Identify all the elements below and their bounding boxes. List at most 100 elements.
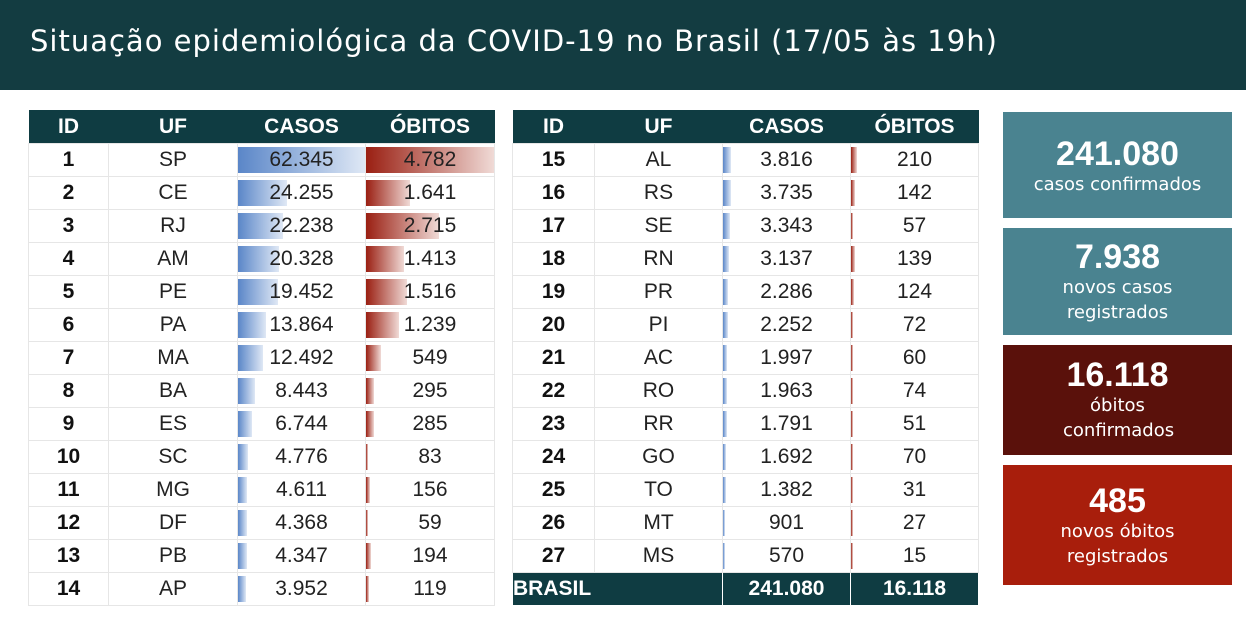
cell-obitos: 285 bbox=[365, 407, 495, 441]
table-row: 19 PR 2.286 124 bbox=[512, 275, 979, 309]
cases-data-bar bbox=[238, 510, 247, 536]
table-row: 11 MG 4.611 156 bbox=[28, 473, 495, 507]
deaths-data-bar bbox=[366, 378, 374, 404]
cell-obitos-value: 1.239 bbox=[403, 313, 457, 336]
header-id: ID bbox=[512, 110, 595, 144]
table-header: ID UF CASOS ÓBITOS bbox=[512, 110, 979, 144]
cell-casos-value: 12.492 bbox=[269, 346, 334, 369]
cases-data-bar bbox=[723, 246, 730, 272]
cell-obitos: 139 bbox=[850, 242, 979, 276]
cases-data-bar bbox=[723, 411, 727, 437]
cases-data-bar bbox=[723, 543, 725, 569]
cell-uf-value: SE bbox=[644, 214, 673, 237]
cell-uf-value: GO bbox=[642, 445, 675, 468]
card-total-deaths: 16.118 óbitos confirmados bbox=[1003, 345, 1232, 455]
cell-id: 2 bbox=[28, 176, 109, 210]
cell-obitos-value: 194 bbox=[412, 544, 448, 567]
cell-id-value: 16 bbox=[541, 181, 566, 204]
cell-uf: TO bbox=[594, 473, 723, 507]
cell-obitos-value: 15 bbox=[902, 544, 927, 567]
cell-obitos: 60 bbox=[850, 341, 979, 375]
cell-obitos-value: 142 bbox=[896, 181, 933, 204]
cell-id-value: 22 bbox=[541, 379, 566, 402]
cell-id: 8 bbox=[28, 374, 109, 408]
header-id: ID bbox=[28, 110, 109, 144]
cell-id-value: 6 bbox=[62, 313, 75, 336]
cell-uf: RR bbox=[594, 407, 723, 441]
cell-casos-value: 1.791 bbox=[760, 412, 813, 435]
cell-casos: 570 bbox=[722, 539, 851, 573]
cell-uf: AP bbox=[108, 572, 238, 606]
cell-id-value: 5 bbox=[62, 280, 75, 303]
deaths-data-bar bbox=[366, 444, 369, 470]
cell-id-value: 13 bbox=[56, 544, 81, 567]
cell-id: 20 bbox=[512, 308, 595, 342]
deaths-data-bar bbox=[851, 378, 853, 404]
cell-obitos-value: 156 bbox=[412, 478, 448, 501]
cell-obitos-value: 295 bbox=[412, 379, 448, 402]
cell-uf: PB bbox=[108, 539, 238, 573]
cell-obitos: 1.239 bbox=[365, 308, 495, 342]
cell-obitos: 1.516 bbox=[365, 275, 495, 309]
cell-casos: 2.286 bbox=[722, 275, 851, 309]
cell-uf-value: AL bbox=[645, 148, 672, 171]
cell-uf-value: RS bbox=[643, 181, 674, 204]
cell-obitos-value: 31 bbox=[902, 478, 927, 501]
cell-casos-value: 1.692 bbox=[760, 445, 813, 468]
table-row: 5 PE 19.452 1.516 bbox=[28, 275, 495, 309]
table-row: 13 PB 4.347 194 bbox=[28, 539, 495, 573]
cases-data-bar bbox=[238, 576, 247, 602]
cell-casos: 62.345 bbox=[237, 143, 366, 177]
cell-id: 4 bbox=[28, 242, 109, 276]
deaths-data-bar bbox=[851, 510, 853, 536]
table-row: 18 RN 3.137 139 bbox=[512, 242, 979, 276]
title-bar: Situação epidemiológica da COVID-19 no B… bbox=[0, 0, 1246, 90]
cell-obitos: 2.715 bbox=[365, 209, 495, 243]
table-row: 26 MT 901 27 bbox=[512, 506, 979, 540]
cell-id-value: 23 bbox=[541, 412, 566, 435]
cell-casos-value: 1.997 bbox=[760, 346, 813, 369]
cell-id-value: 18 bbox=[541, 247, 566, 270]
cell-uf-value: AC bbox=[643, 346, 674, 369]
cell-uf-value: DF bbox=[159, 511, 187, 534]
deaths-data-bar bbox=[366, 279, 407, 305]
cell-casos: 13.864 bbox=[237, 308, 366, 342]
cell-uf-value: CE bbox=[158, 181, 188, 204]
cell-casos-value: 2.252 bbox=[760, 313, 813, 336]
cell-uf-value: SP bbox=[158, 148, 187, 171]
cell-id-value: 19 bbox=[541, 280, 566, 303]
cell-obitos: 70 bbox=[850, 440, 979, 474]
cell-uf: SC bbox=[108, 440, 238, 474]
cell-obitos-value: 2.715 bbox=[403, 214, 457, 237]
cell-casos: 1.692 bbox=[722, 440, 851, 474]
cell-id-value: 27 bbox=[541, 544, 566, 567]
cell-uf: RJ bbox=[108, 209, 238, 243]
cell-id: 11 bbox=[28, 473, 109, 507]
cell-obitos: 27 bbox=[850, 506, 979, 540]
cell-obitos-value: 1.516 bbox=[403, 280, 457, 303]
cases-data-bar bbox=[723, 213, 730, 239]
cell-casos: 4.776 bbox=[237, 440, 366, 474]
cell-obitos-value: 83 bbox=[418, 445, 442, 468]
deaths-data-bar bbox=[851, 345, 853, 371]
table-row: 1 SP 62.345 4.782 bbox=[28, 143, 495, 177]
cell-casos-value: 6.744 bbox=[275, 412, 328, 435]
cell-casos-value: 3.952 bbox=[275, 577, 328, 600]
cell-casos: 6.744 bbox=[237, 407, 366, 441]
table-row: 8 BA 8.443 295 bbox=[28, 374, 495, 408]
cell-uf: AM bbox=[108, 242, 238, 276]
cell-uf-value: RJ bbox=[160, 214, 186, 237]
cell-uf: AC bbox=[594, 341, 723, 375]
cell-casos: 4.368 bbox=[237, 506, 366, 540]
cell-uf-value: RR bbox=[643, 412, 674, 435]
cell-obitos-value: 1.641 bbox=[403, 181, 457, 204]
cell-id-value: 3 bbox=[62, 214, 75, 237]
cell-uf-value: MS bbox=[642, 544, 675, 567]
table-row: 21 AC 1.997 60 bbox=[512, 341, 979, 375]
cases-data-bar bbox=[238, 312, 267, 338]
cell-id: 17 bbox=[512, 209, 595, 243]
cases-data-bar bbox=[723, 180, 731, 206]
deaths-data-bar bbox=[366, 510, 368, 536]
deaths-data-bar bbox=[851, 411, 853, 437]
cell-uf-value: PI bbox=[648, 313, 669, 336]
